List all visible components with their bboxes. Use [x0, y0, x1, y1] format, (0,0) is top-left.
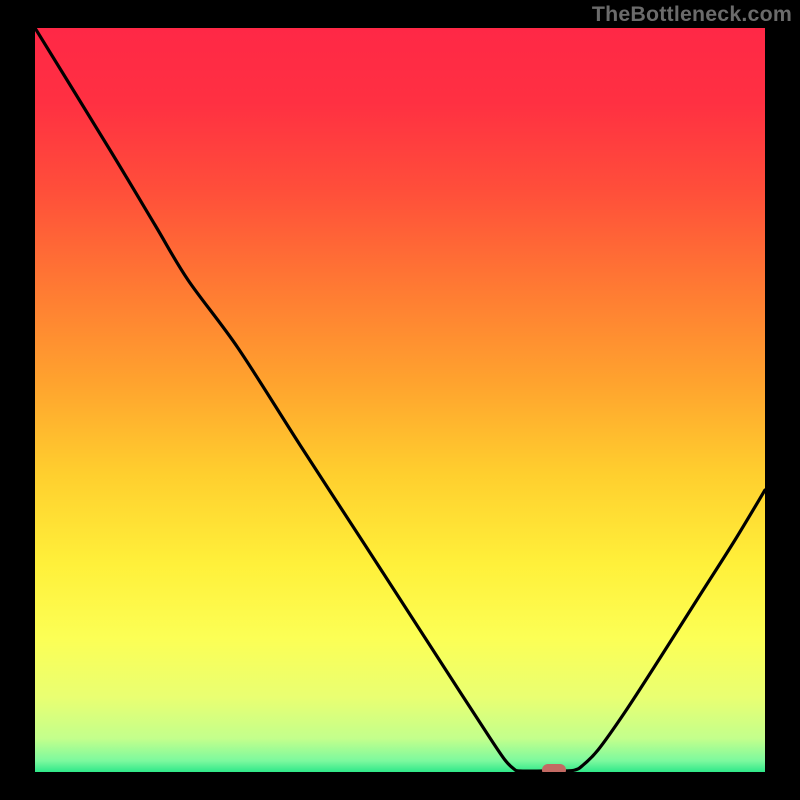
watermark-text: TheBottleneck.com — [592, 2, 792, 27]
gradient-background — [35, 28, 765, 772]
bottleneck-chart — [0, 0, 800, 800]
chart-frame: TheBottleneck.com — [0, 0, 800, 800]
